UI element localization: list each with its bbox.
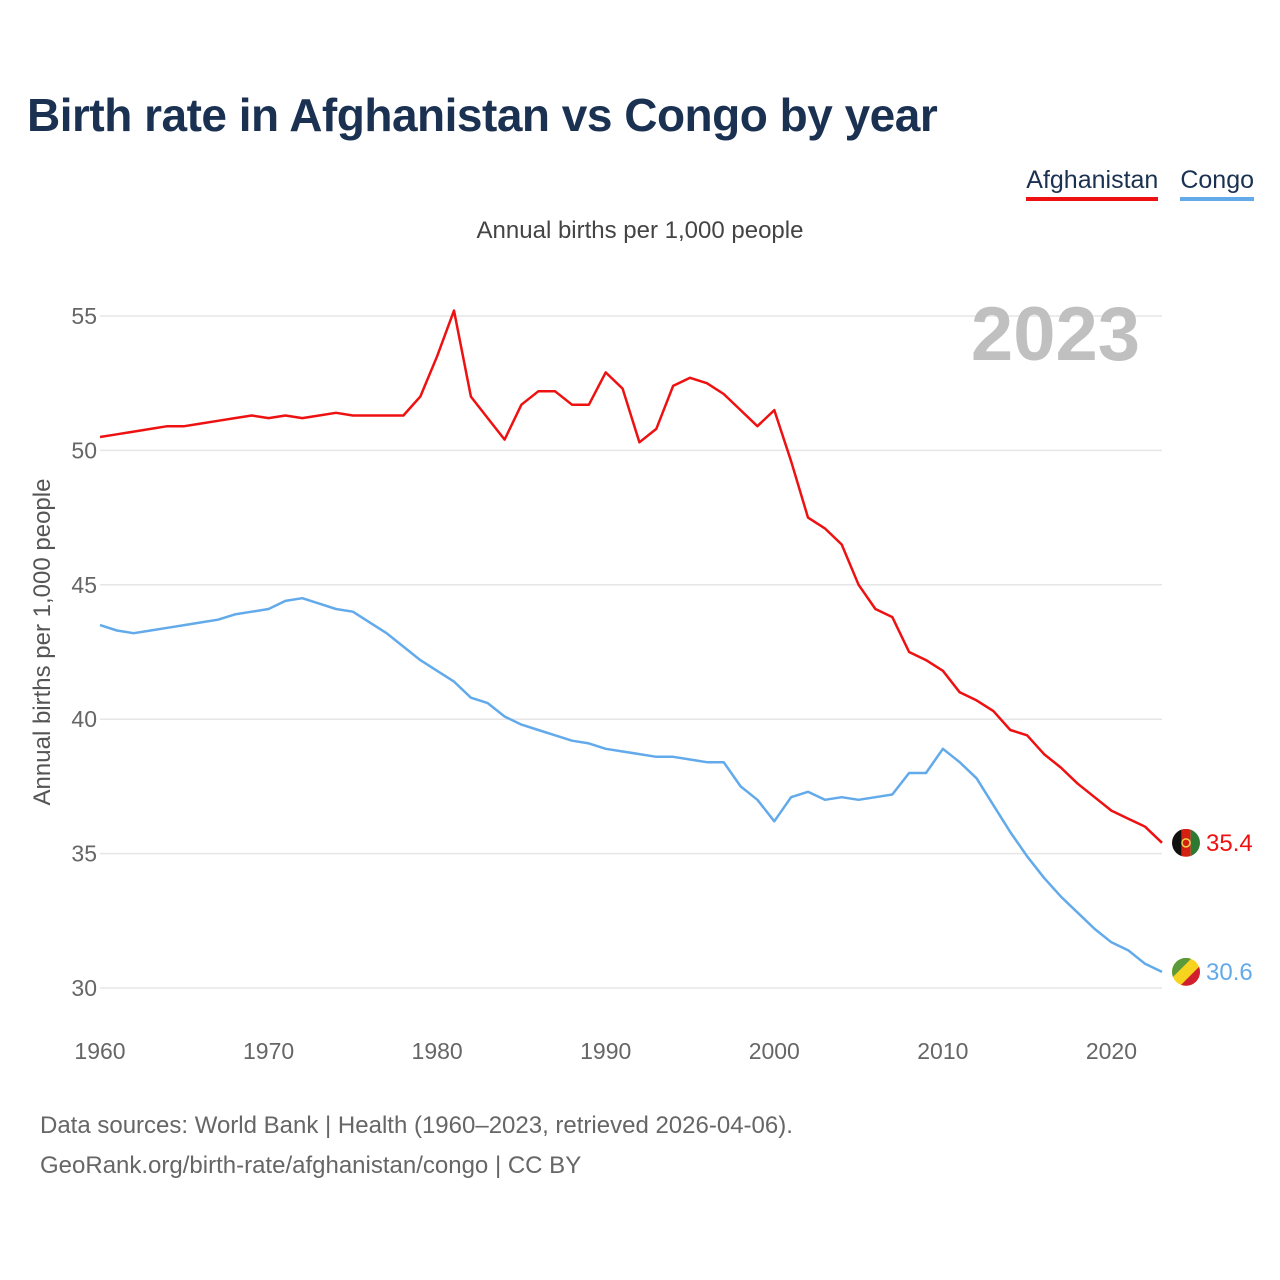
series-line-congo bbox=[99, 596, 1163, 974]
x-tick-2020: 2020 bbox=[1086, 1038, 1137, 1064]
y-tick-30: 30 bbox=[71, 975, 97, 1001]
x-tick-1960: 1960 bbox=[74, 1038, 125, 1064]
legend-item-congo[interactable]: Congo bbox=[1180, 166, 1254, 201]
source-note: Data sources: World Bank | Health (1960–… bbox=[40, 1106, 793, 1186]
x-tick-2010: 2010 bbox=[917, 1038, 968, 1064]
source-line-1: Data sources: World Bank | Health (1960–… bbox=[40, 1112, 793, 1139]
series-line-afghanistan bbox=[99, 309, 1163, 844]
chart-subtitle: Annual births per 1,000 people bbox=[476, 217, 804, 244]
x-tick-1980: 1980 bbox=[412, 1038, 463, 1064]
year-label: 2023 bbox=[971, 292, 1140, 377]
flag-afghanistan-icon bbox=[1172, 828, 1200, 857]
end-label-congo: 30.6 bbox=[1206, 959, 1253, 986]
x-tick-2000: 2000 bbox=[749, 1038, 800, 1064]
x-tick-1990: 1990 bbox=[580, 1038, 631, 1064]
source-line-2[interactable]: GeoRank.org/birth-rate/afghanistan/congo… bbox=[40, 1152, 582, 1179]
chart-title: Birth rate in Afghanistan vs Congo by ye… bbox=[27, 89, 938, 141]
y-tick-40: 40 bbox=[71, 706, 97, 732]
legend: Afghanistan Congo bbox=[1026, 166, 1254, 201]
y-tick-45: 45 bbox=[71, 572, 97, 598]
y-axis-label: Annual births per 1,000 people bbox=[29, 479, 56, 806]
flag-congo-icon bbox=[1172, 957, 1200, 986]
end-label-afghanistan: 35.4 bbox=[1206, 830, 1253, 857]
y-tick-55: 55 bbox=[71, 303, 97, 329]
x-tick-1970: 1970 bbox=[243, 1038, 294, 1064]
y-tick-35: 35 bbox=[71, 841, 97, 867]
y-tick-50: 50 bbox=[71, 437, 97, 463]
legend-item-afghanistan[interactable]: Afghanistan bbox=[1026, 166, 1159, 201]
line-chart: 30 35 40 45 50 55 1960 1970 1980 1990 2000 2010 202… bbox=[29, 292, 1253, 1064]
